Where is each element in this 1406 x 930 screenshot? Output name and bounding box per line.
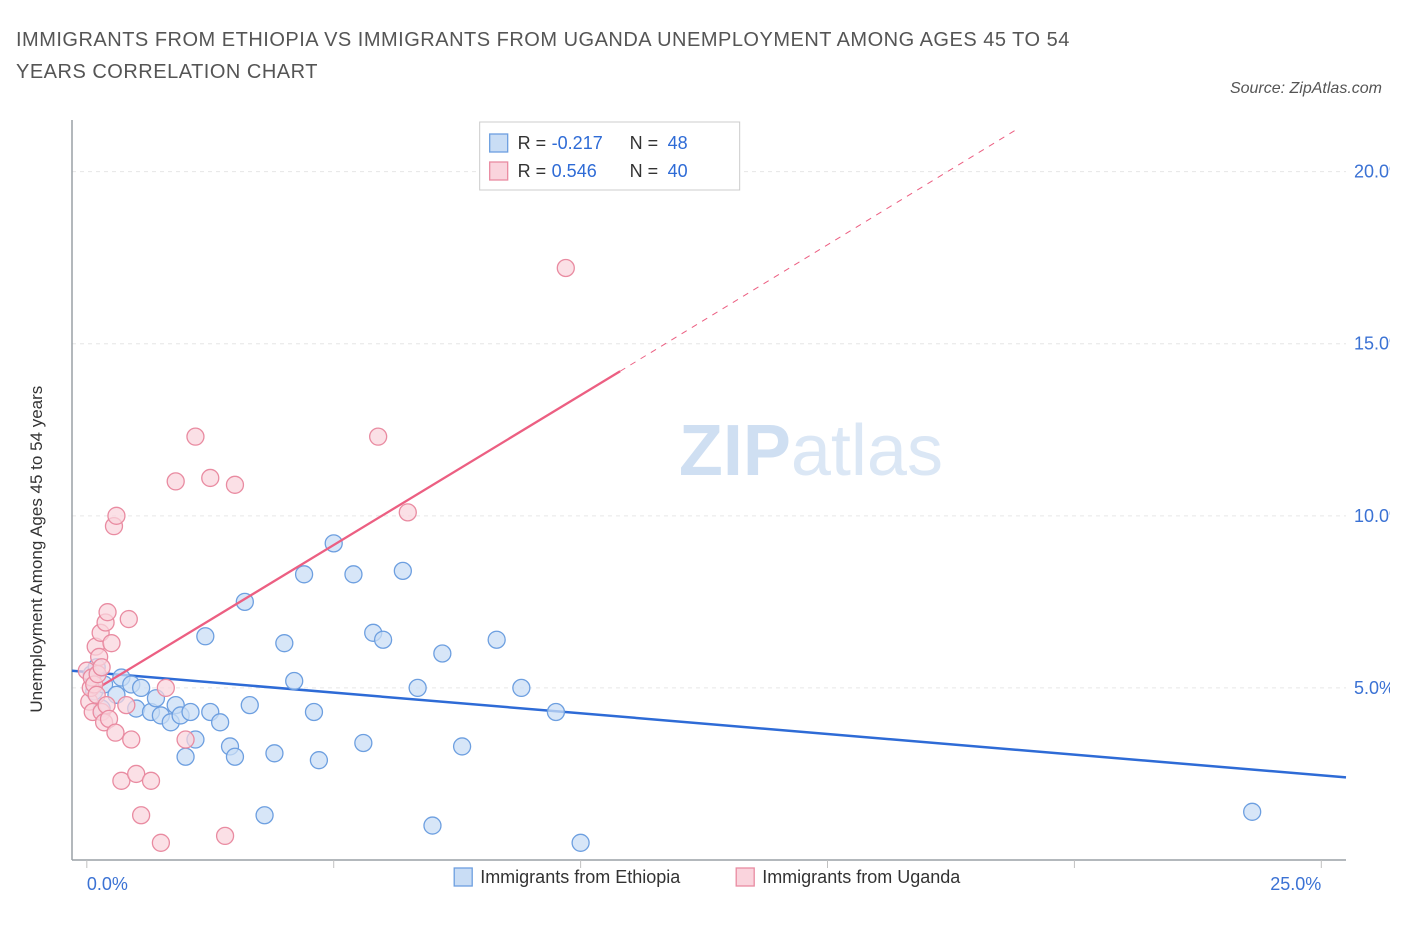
data-point <box>241 697 258 714</box>
data-point <box>488 631 505 648</box>
data-point <box>256 807 273 824</box>
legend-n-label: N = <box>630 133 659 153</box>
legend-r-label: R = <box>518 161 547 181</box>
data-point <box>305 704 322 721</box>
data-point <box>177 748 194 765</box>
legend-swatch <box>490 162 508 180</box>
data-point <box>93 659 110 676</box>
data-point <box>296 566 313 583</box>
data-point <box>202 469 219 486</box>
data-point <box>197 628 214 645</box>
data-point <box>276 635 293 652</box>
legend-n-value: 48 <box>668 133 688 153</box>
legend-n-value: 40 <box>668 161 688 181</box>
data-point <box>286 673 303 690</box>
data-point <box>187 428 204 445</box>
data-point <box>399 504 416 521</box>
series-legend-swatch <box>454 868 472 886</box>
x-tick-label: 0.0% <box>87 874 128 894</box>
data-point <box>107 724 124 741</box>
correlation-scatter-chart: ZIPatlas 5.0% 10.0% 15.0% 20.0% 0.0% 25.0% Unem… <box>16 110 1390 910</box>
legend-n-label: N = <box>630 161 659 181</box>
legend-swatch <box>490 134 508 152</box>
data-point <box>547 704 564 721</box>
data-point <box>108 507 125 524</box>
data-point <box>133 807 150 824</box>
source-credit: Source: ZipAtlas.com <box>1230 80 1382 98</box>
data-point <box>226 748 243 765</box>
series-legend-label: Immigrants from Uganda <box>762 867 961 887</box>
data-point <box>167 473 184 490</box>
data-point <box>182 704 199 721</box>
data-point <box>513 679 530 696</box>
data-point <box>143 772 160 789</box>
data-point <box>370 428 387 445</box>
chart-title: IMMIGRANTS FROM ETHIOPIA VS IMMIGRANTS F… <box>16 24 1116 88</box>
series-legend-swatch <box>736 868 754 886</box>
data-point <box>103 635 120 652</box>
series-legend-label: Immigrants from Ethiopia <box>480 867 681 887</box>
y-axis-label: Unemployment Among Ages 45 to 54 years <box>27 386 46 713</box>
data-point <box>99 604 116 621</box>
data-point <box>120 611 137 628</box>
legend-r-value: -0.217 <box>552 133 603 153</box>
data-point <box>118 697 135 714</box>
data-point <box>409 679 426 696</box>
data-point <box>572 834 589 851</box>
data-point <box>394 562 411 579</box>
watermark-bold: ZIP <box>679 411 791 491</box>
data-point <box>557 260 574 277</box>
watermark: ZIPatlas <box>679 411 943 491</box>
data-point <box>226 476 243 493</box>
data-point <box>434 645 451 662</box>
data-point <box>424 817 441 834</box>
data-point <box>355 734 372 751</box>
regression-line <box>87 371 620 695</box>
data-point <box>1244 803 1261 820</box>
data-point <box>177 731 194 748</box>
chart-svg: ZIPatlas 5.0% 10.0% 15.0% 20.0% 0.0% 25.0% Unem… <box>16 110 1390 910</box>
data-point <box>133 679 150 696</box>
data-point <box>212 714 229 731</box>
y-tick-label: 15.0% <box>1354 334 1390 354</box>
data-point <box>345 566 362 583</box>
data-point <box>123 731 140 748</box>
watermark-light: atlas <box>791 411 943 491</box>
data-point <box>217 827 234 844</box>
y-tick-label: 5.0% <box>1354 678 1390 698</box>
data-point <box>266 745 283 762</box>
data-point <box>310 752 327 769</box>
y-tick-label: 10.0% <box>1354 506 1390 526</box>
data-point <box>454 738 471 755</box>
regression-line <box>72 671 1346 778</box>
x-tick-label: 25.0% <box>1270 874 1321 894</box>
data-point <box>375 631 392 648</box>
data-point <box>157 679 174 696</box>
legend-r-label: R = <box>518 133 547 153</box>
data-point <box>152 834 169 851</box>
y-tick-label: 20.0% <box>1354 162 1390 182</box>
legend-r-value: 0.546 <box>552 161 597 181</box>
